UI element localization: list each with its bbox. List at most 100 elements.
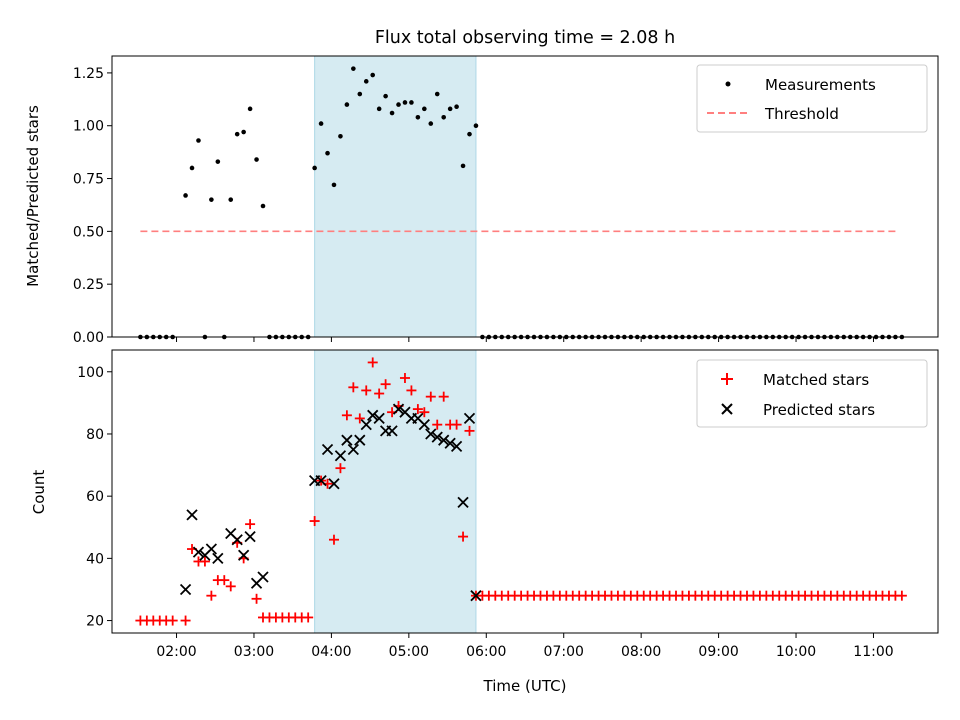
measurement-point [331, 182, 337, 188]
predicted-star-point [179, 583, 192, 596]
measurement-point [383, 93, 388, 99]
predicted-star-point [418, 419, 430, 431]
bottom-axes-frame [111, 349, 939, 634]
measurement-point [318, 121, 324, 126]
matched-star-point [412, 404, 423, 415]
predicted-star-point [257, 571, 269, 583]
measurement-point [467, 131, 472, 137]
measurement-point [441, 114, 446, 120]
measurement-point [183, 193, 188, 198]
legend-predicted-label: Predicted stars [763, 401, 875, 419]
measurement-point [338, 133, 343, 139]
measurement-point [473, 123, 479, 129]
measurement-point [415, 114, 421, 120]
x-tick-label: 10:00 [776, 644, 816, 660]
predicted-star-point [425, 428, 437, 440]
measurement-point [351, 66, 356, 71]
predicted-star-point [470, 590, 482, 602]
predicted-star-point [205, 543, 218, 555]
matched-star-point [896, 590, 907, 601]
predicted-star-point [367, 409, 379, 421]
measurement-point [402, 100, 408, 105]
x-tick-label: 09:00 [698, 644, 738, 660]
measurement-point [389, 110, 395, 116]
predicted-star-point [386, 425, 398, 437]
legend-matched-marker [721, 373, 733, 385]
measurement-point [454, 104, 459, 110]
measurement-point [312, 165, 317, 171]
top-shaded-span [314, 55, 477, 338]
predicted-star-point [212, 552, 224, 564]
measurement-point [247, 106, 253, 112]
predicted-star-point [444, 437, 456, 449]
bottom-y-axis-label: Count [30, 470, 48, 515]
measurement-point [434, 91, 440, 97]
measurement-point [357, 91, 363, 97]
measurement-point [241, 129, 246, 135]
matched-star-point [406, 385, 417, 396]
matched-star-point [458, 531, 469, 542]
matched-star-point [425, 391, 436, 402]
predicted-star-point [463, 412, 476, 425]
bottom-panel: 20 40 60 80 100 02:00 03:00 04:00 05:00 06:00 07:… [30, 349, 939, 695]
x-axis-label: Time (UTC) [483, 677, 567, 695]
matched-star-point [367, 357, 378, 368]
x-tick-label: 11:00 [853, 644, 893, 660]
measurement-point [189, 165, 195, 171]
matched-star-point [374, 388, 385, 399]
predicted-star-point [373, 412, 385, 425]
predicted-star-point [231, 534, 243, 546]
x-tick-label: 07:00 [544, 644, 584, 660]
measurement-point [196, 138, 201, 143]
x-tick-label: 05:00 [389, 644, 429, 660]
measurement-point [215, 159, 221, 164]
legend-measurements-marker [725, 81, 731, 87]
measurement-point [344, 102, 350, 107]
measurement-point [363, 79, 369, 84]
predicted-star-point [438, 434, 450, 446]
predicted-star-point [315, 474, 327, 487]
matched-star-point [341, 410, 352, 421]
y-tick-label: 80 [86, 427, 104, 443]
y-tick-label: 0.25 [73, 277, 104, 293]
matched-star-point [167, 615, 178, 626]
predicted-star-point [334, 450, 347, 462]
measurement-point [396, 102, 401, 107]
matched-star-point [432, 419, 443, 430]
y-tick-label: 60 [86, 489, 104, 505]
figure-title: Flux total observing time = 2.08 h [375, 28, 675, 48]
measurement-point [447, 106, 453, 112]
x-tick-label: 06:00 [466, 644, 506, 660]
matched-star-point [206, 590, 217, 601]
predicted-star-point [360, 419, 372, 431]
legend-measurements-label: Measurements [765, 76, 876, 94]
predicted-star-point [457, 496, 469, 509]
predicted-star-point [238, 549, 250, 561]
y-tick-label: 0.50 [73, 224, 104, 240]
x-tick-label: 03:00 [234, 644, 274, 660]
matched-star-point [348, 382, 359, 393]
y-tick-label: 1.00 [73, 119, 104, 135]
matched-star-point [451, 419, 462, 430]
legend-predicted-marker [721, 403, 733, 415]
matched-star-point [335, 463, 346, 474]
matched-star-point [361, 385, 372, 396]
top-legend: Measurements Threshold [696, 64, 928, 133]
predicted-star-point [321, 443, 334, 456]
measurement-point [234, 131, 240, 137]
y-tick-label: 1.25 [73, 66, 104, 82]
matched-star-point [219, 575, 230, 586]
predicted-star-point [186, 509, 198, 521]
measurement-point [376, 106, 382, 112]
matched-star-point [309, 516, 320, 527]
predicted-star-point [347, 443, 359, 456]
y-tick-label: 0.75 [73, 172, 104, 188]
top-y-axis-label: Matched/Predicted stars [24, 105, 42, 287]
matched-star-point [438, 391, 449, 402]
legend-matched-label: Matched stars [763, 371, 869, 389]
matched-star-point [199, 556, 210, 567]
bottom-shaded-span [314, 349, 477, 634]
measurement-point [422, 106, 427, 112]
matched-star-point [399, 372, 410, 383]
measurement-point [254, 157, 259, 162]
